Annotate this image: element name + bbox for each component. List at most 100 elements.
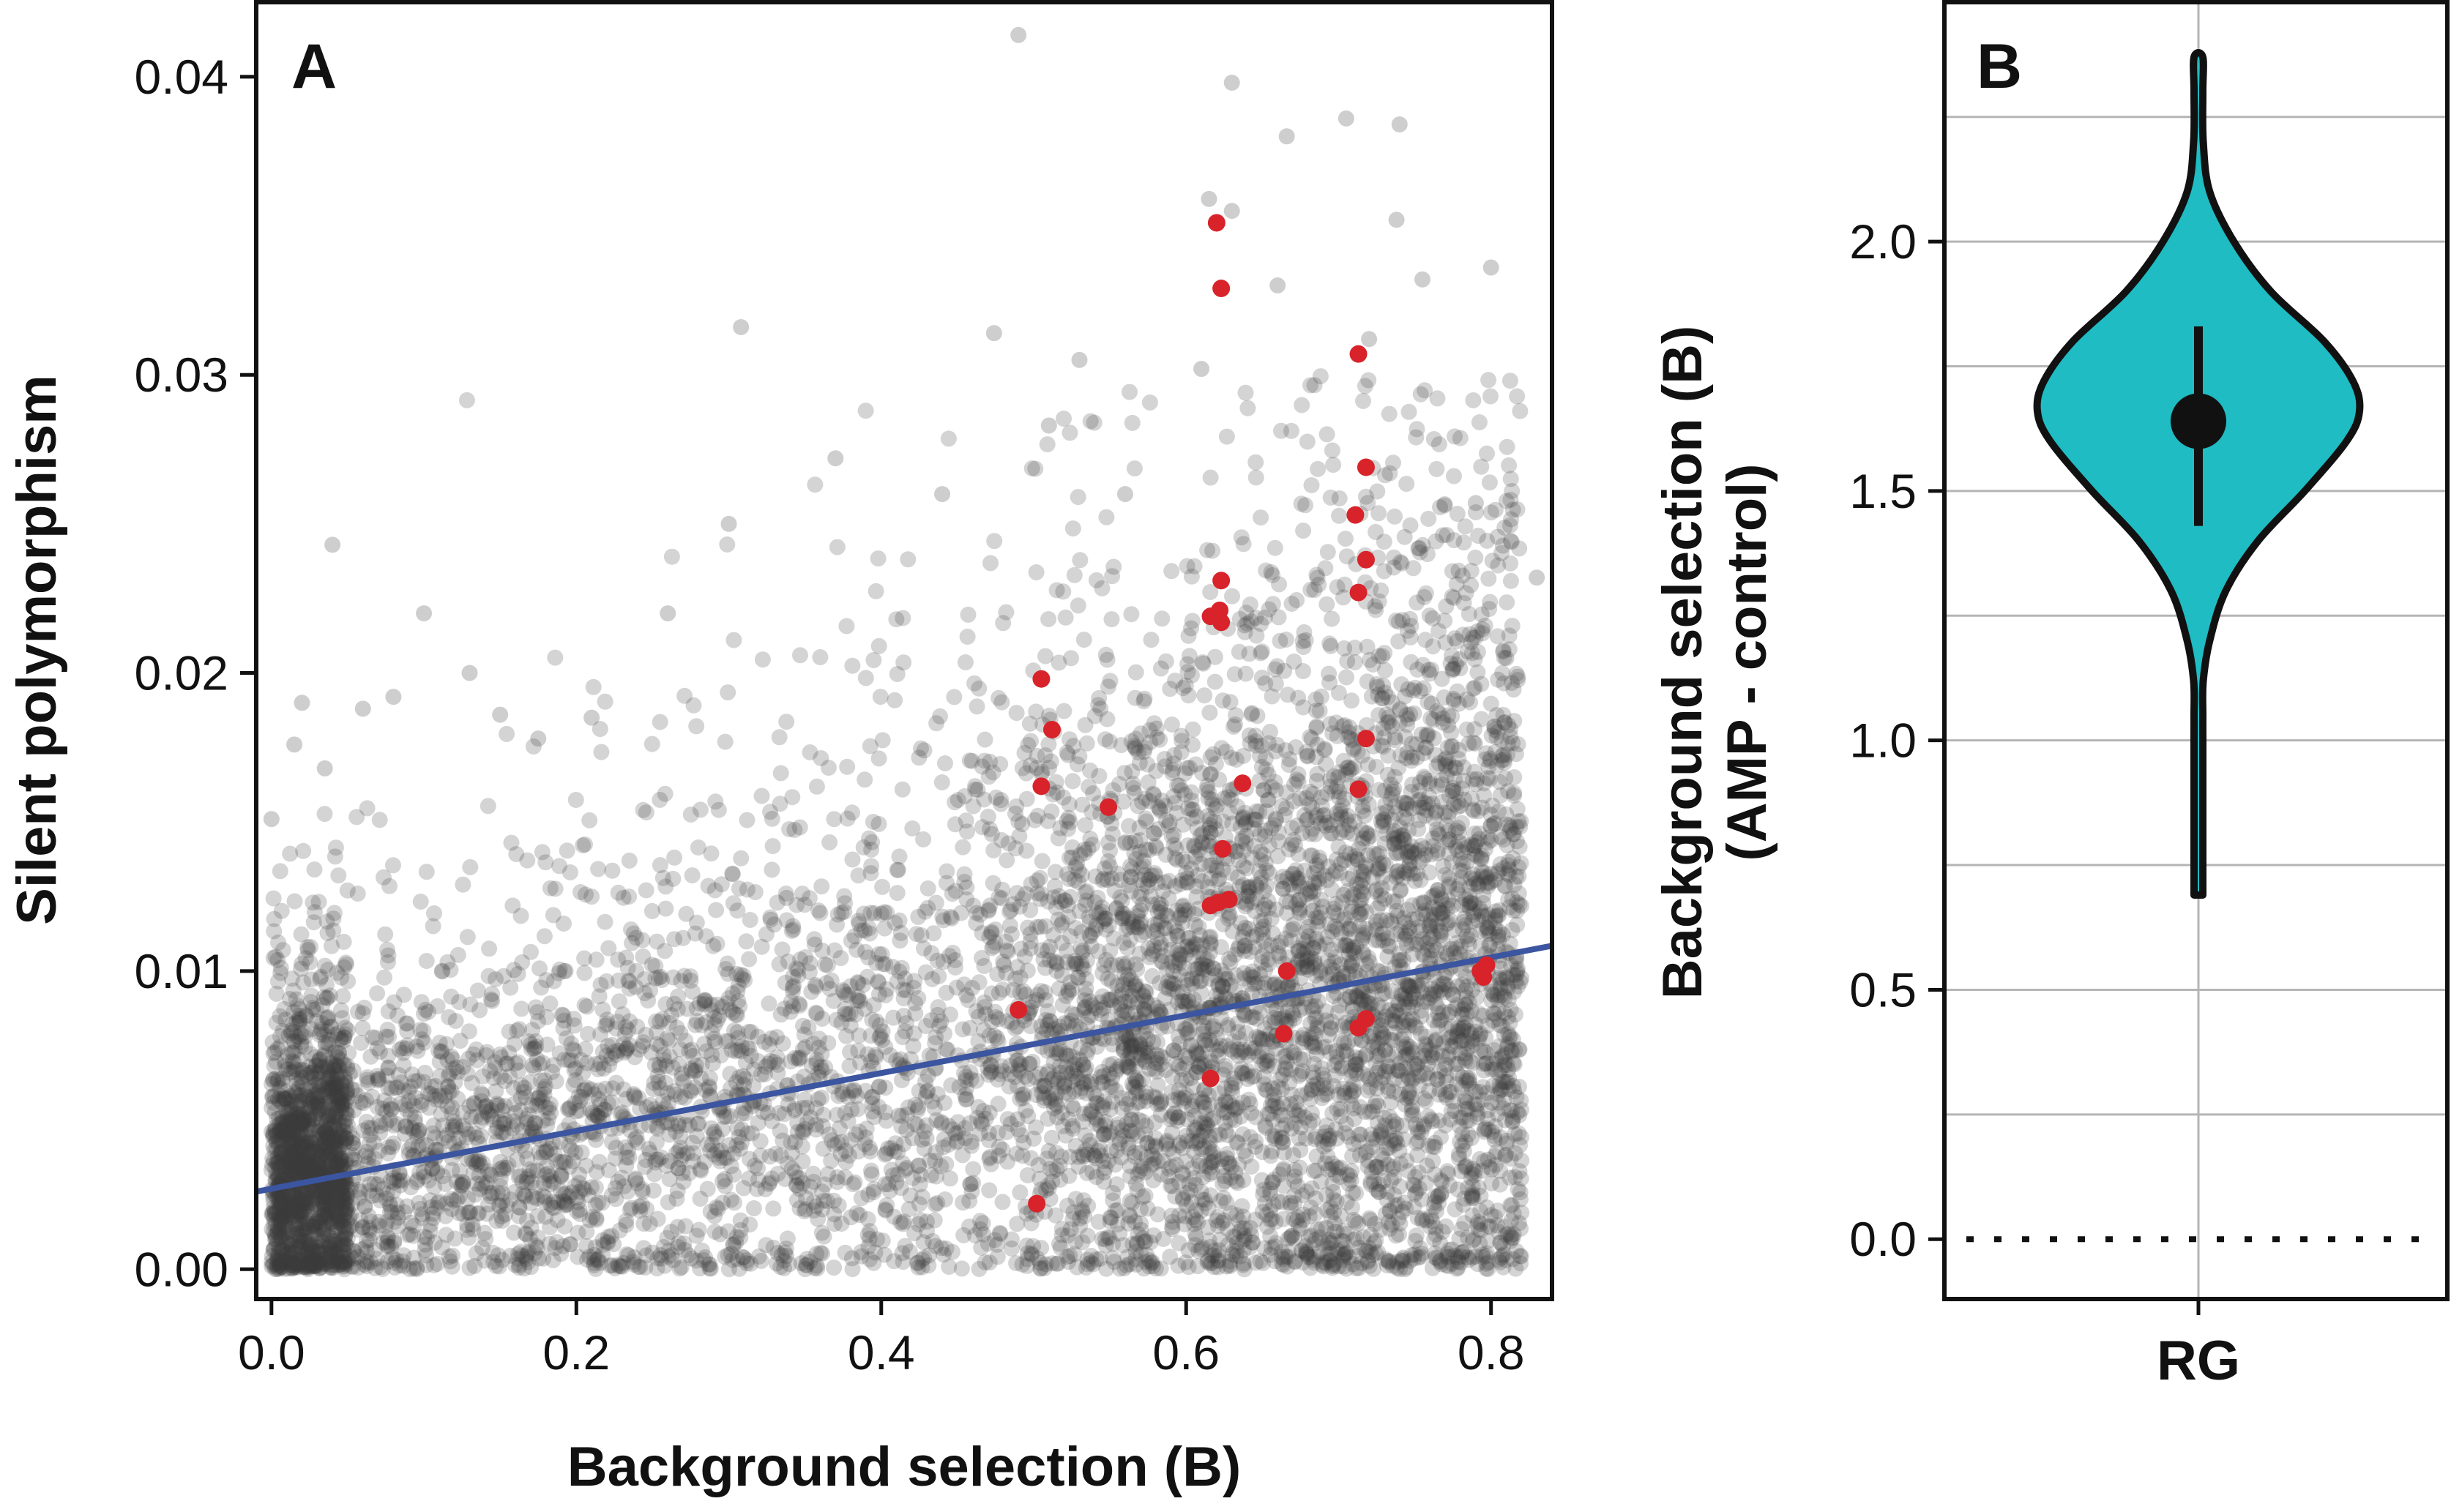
data-point (285, 1125, 302, 1142)
data-point (305, 1139, 322, 1156)
data-point (1445, 589, 1462, 606)
data-point (1411, 1067, 1428, 1084)
data-point (935, 912, 952, 929)
data-point (1131, 819, 1148, 836)
data-point (717, 733, 734, 750)
data-point (281, 1155, 297, 1172)
data-point (1412, 386, 1429, 403)
data-point (1165, 826, 1182, 843)
data-point (277, 1128, 294, 1145)
data-point (531, 960, 548, 977)
data-point (542, 1219, 558, 1235)
data-point (317, 1123, 334, 1139)
data-point (1234, 929, 1251, 946)
data-point (627, 1089, 643, 1106)
data-point (517, 1142, 534, 1159)
data-point (1482, 594, 1499, 610)
data-point (838, 1028, 855, 1044)
data-point (755, 1104, 772, 1120)
data-point (1324, 610, 1340, 627)
data-point (738, 933, 755, 950)
data-point (783, 1145, 800, 1161)
data-point (559, 842, 575, 859)
data-point (960, 606, 977, 623)
data-point (1217, 1058, 1234, 1074)
data-point (1305, 1064, 1321, 1081)
data-point (1320, 858, 1337, 875)
data-point (724, 865, 741, 882)
data-point (982, 555, 999, 572)
data-point (332, 1257, 348, 1273)
data-point (1251, 747, 1268, 764)
data-point (459, 1221, 476, 1238)
data-point (277, 1156, 294, 1172)
data-point (1387, 508, 1403, 525)
data-point (1347, 1213, 1364, 1230)
data-point (1294, 825, 1310, 842)
data-point (1217, 1092, 1234, 1109)
data-point (1408, 429, 1425, 446)
data-point (912, 1211, 929, 1228)
data-point (1122, 869, 1139, 886)
data-point (492, 1161, 509, 1178)
data-point (1003, 1240, 1020, 1257)
data-point (495, 1124, 512, 1141)
data-point (1123, 1111, 1139, 1128)
data-point (725, 632, 742, 648)
data-point (569, 1189, 586, 1206)
data-point (1358, 956, 1375, 973)
data-point (1079, 1164, 1095, 1181)
data-point (1115, 793, 1132, 810)
data-point (1126, 460, 1143, 477)
data-point (1095, 1153, 1111, 1169)
data-point (1102, 943, 1119, 959)
data-point (429, 1163, 446, 1180)
data-point (1439, 739, 1456, 756)
data-point (1501, 867, 1518, 883)
data-point (861, 830, 878, 847)
data-point (838, 618, 855, 635)
data-point (1247, 737, 1264, 754)
data-point (1239, 400, 1256, 416)
data-point (863, 1166, 880, 1183)
data-point (1508, 665, 1525, 682)
data-point (1118, 1257, 1135, 1274)
data-point (330, 1025, 346, 1041)
data-point (586, 1251, 603, 1268)
data-point (1416, 768, 1433, 785)
data-point (1492, 1234, 1509, 1251)
data-point (649, 1120, 666, 1137)
data-point (381, 1203, 398, 1220)
data-point (872, 689, 889, 706)
data-point (1512, 403, 1529, 419)
data-point (1511, 540, 1528, 557)
data-point (688, 718, 705, 735)
data-point (735, 968, 752, 984)
data-point (426, 905, 442, 921)
data-point (1186, 906, 1203, 923)
data-point (842, 1082, 859, 1099)
data-point (1374, 986, 1391, 1003)
data-point (1122, 1168, 1138, 1185)
data-point (1417, 739, 1434, 756)
data-point (1496, 989, 1513, 1006)
data-point (1390, 1210, 1407, 1227)
data-point (551, 858, 568, 875)
data-point (826, 811, 843, 828)
data-point (434, 1168, 451, 1185)
data-point (410, 1072, 426, 1089)
data-point (1467, 550, 1484, 566)
data-point (293, 1086, 310, 1103)
data-point (1355, 864, 1372, 880)
data-point (776, 1106, 793, 1123)
data-point (1309, 736, 1326, 753)
data-point (1098, 509, 1115, 525)
data-point (1486, 722, 1503, 738)
data-point (657, 1074, 674, 1091)
data-point (1201, 929, 1217, 946)
data-point (1256, 828, 1273, 845)
data-point (1377, 1063, 1393, 1079)
data-point (1357, 1047, 1374, 1064)
data-point (1179, 1025, 1195, 1042)
data-point (323, 1186, 340, 1202)
